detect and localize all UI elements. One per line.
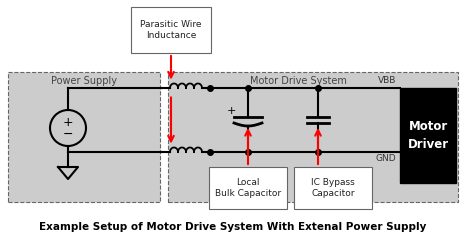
Text: Local
Bulk Capacitor: Local Bulk Capacitor (215, 178, 281, 198)
Text: VBB: VBB (377, 76, 396, 85)
Text: +: + (63, 115, 73, 128)
Bar (8, 72, 160, 202)
FancyBboxPatch shape (131, 7, 211, 53)
Text: Motor
Driver: Motor Driver (407, 120, 449, 151)
Text: GND: GND (376, 154, 396, 163)
FancyBboxPatch shape (294, 167, 372, 209)
FancyBboxPatch shape (209, 167, 287, 209)
Text: Example Setup of Motor Drive System With Extenal Power Supply: Example Setup of Motor Drive System With… (39, 222, 427, 232)
Text: −: − (63, 128, 73, 141)
Text: Parasitic Wire
Inductance: Parasitic Wire Inductance (140, 20, 202, 40)
Bar (168, 72, 458, 202)
Text: Motor Drive System: Motor Drive System (250, 76, 347, 86)
Text: +: + (226, 106, 236, 116)
Bar (400, 88, 456, 183)
Text: Power Supply: Power Supply (51, 76, 117, 86)
Text: IC Bypass
Capacitor: IC Bypass Capacitor (311, 178, 355, 198)
